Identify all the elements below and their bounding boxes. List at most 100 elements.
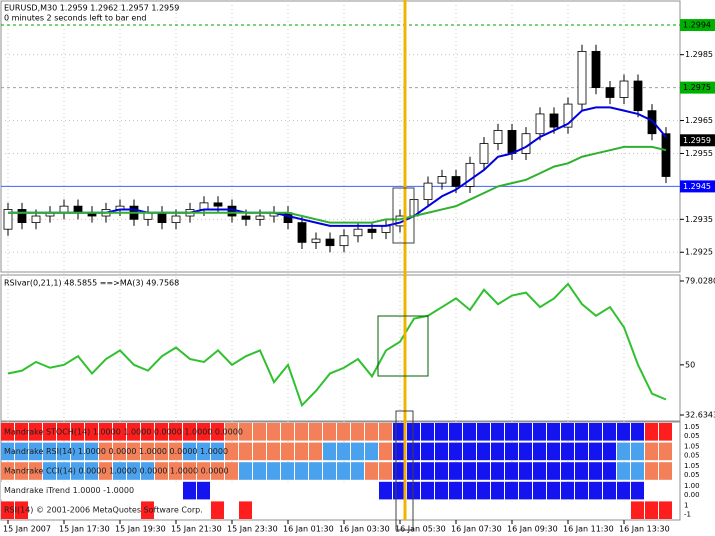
signal-cell xyxy=(197,442,210,461)
signal-cell xyxy=(267,481,280,500)
signal-cell xyxy=(463,501,476,519)
signal-cell xyxy=(491,442,504,461)
signal-cell xyxy=(71,423,84,441)
signal-cell xyxy=(379,442,392,461)
signal-cell xyxy=(589,442,602,461)
y-tick-label: 50 xyxy=(685,360,695,369)
signal-cell xyxy=(281,501,294,519)
signal-cell xyxy=(659,423,672,441)
signal-cell xyxy=(547,481,560,500)
candle-body xyxy=(325,238,335,247)
signal-cell xyxy=(603,423,616,441)
signal-cell xyxy=(127,442,140,461)
y-tick-label: 79.0280 xyxy=(685,277,715,286)
signal-cell xyxy=(337,423,350,441)
row-scale-label: 1.05 xyxy=(684,443,700,451)
signal-cell xyxy=(309,501,322,519)
signal-cell xyxy=(519,462,532,480)
x-tick-label: 16 Jan 13:30 xyxy=(619,525,670,534)
signal-cell xyxy=(183,442,196,461)
signal-cell xyxy=(99,442,112,461)
y-tick-label: 1.2985 xyxy=(685,50,713,59)
signal-cell xyxy=(659,462,672,480)
signal-cell xyxy=(337,442,350,461)
signal-cell xyxy=(589,501,602,519)
signal-cell xyxy=(29,501,42,519)
signal-cell xyxy=(71,481,84,500)
candle-body xyxy=(339,235,349,247)
signal-cell xyxy=(309,481,322,500)
signal-cell xyxy=(211,481,224,500)
signal-cell xyxy=(589,423,602,441)
signal-cell xyxy=(561,462,574,480)
signal-cell xyxy=(197,501,210,519)
x-tick-label: 16 Jan 05:30 xyxy=(395,525,446,534)
row-scale-label: 1.05 xyxy=(684,462,700,470)
candle-body xyxy=(213,202,223,207)
signal-cell xyxy=(617,462,630,480)
moving-average xyxy=(8,145,667,224)
signal-cell xyxy=(351,501,364,519)
signal-cell xyxy=(533,442,546,461)
signal-cell xyxy=(141,462,154,480)
level-box xyxy=(680,134,715,147)
signal-cell xyxy=(29,442,42,461)
signal-cell xyxy=(519,481,532,500)
signal-cell xyxy=(365,481,378,500)
signal-cell xyxy=(631,481,644,500)
row-scale-label: 0.05 xyxy=(684,452,700,460)
signal-cell xyxy=(603,442,616,461)
signal-cell xyxy=(603,501,616,519)
row-label: Mandrake iTrend 1.0000 -1.0000 xyxy=(4,486,134,495)
level-label: 1.2994 xyxy=(683,21,711,30)
x-tick-label: 15 Jan 19:30 xyxy=(115,525,166,534)
signal-cell xyxy=(169,501,182,519)
signal-cell xyxy=(463,423,476,441)
candle-body xyxy=(157,212,167,224)
candle-body xyxy=(437,176,447,184)
row-scale-label: 0.05 xyxy=(684,432,700,440)
signal-cell xyxy=(477,442,490,461)
signal-cell xyxy=(659,501,672,519)
signal-cell xyxy=(351,462,364,480)
signal-cell xyxy=(57,481,70,500)
candle-body xyxy=(3,209,13,230)
signal-cell xyxy=(183,423,196,441)
x-tick-label: 15 Jan 2007 xyxy=(3,525,51,534)
y-tick-label: 1.2965 xyxy=(685,116,713,125)
highlight-box xyxy=(377,315,429,377)
signal-cell xyxy=(253,501,266,519)
signal-cell xyxy=(645,442,658,461)
candle-body xyxy=(465,162,475,187)
signal-cell xyxy=(449,462,462,480)
x-tick-label: 15 Jan 23:30 xyxy=(227,525,278,534)
signal-cell xyxy=(99,501,112,519)
signal-cell xyxy=(99,462,112,480)
signal-cell xyxy=(211,501,224,519)
signal-cell xyxy=(15,501,28,519)
signal-cell xyxy=(659,442,672,461)
signal-cell xyxy=(463,442,476,461)
signal-cell xyxy=(631,423,644,441)
signal-cell xyxy=(365,501,378,519)
signal-cell xyxy=(225,423,238,441)
candle-body xyxy=(297,222,307,243)
x-tick-label: 16 Jan 03:30 xyxy=(339,525,390,534)
candle-body xyxy=(17,209,27,224)
signal-cell xyxy=(113,442,126,461)
candle-body xyxy=(423,182,433,200)
row-scale-label: 0.00 xyxy=(684,491,700,499)
signal-cell xyxy=(365,462,378,480)
row-scale-label: -1 xyxy=(684,510,691,518)
signal-cell xyxy=(57,462,70,480)
candle-body xyxy=(367,228,377,233)
signal-cell xyxy=(421,501,434,519)
signal-cell xyxy=(547,442,560,461)
signal-cell xyxy=(281,481,294,500)
signal-cell xyxy=(449,501,462,519)
candle-body xyxy=(619,80,629,98)
signal-cell xyxy=(617,501,630,519)
signal-cell xyxy=(211,442,224,461)
candle-body xyxy=(591,50,601,89)
signal-cell xyxy=(71,501,84,519)
